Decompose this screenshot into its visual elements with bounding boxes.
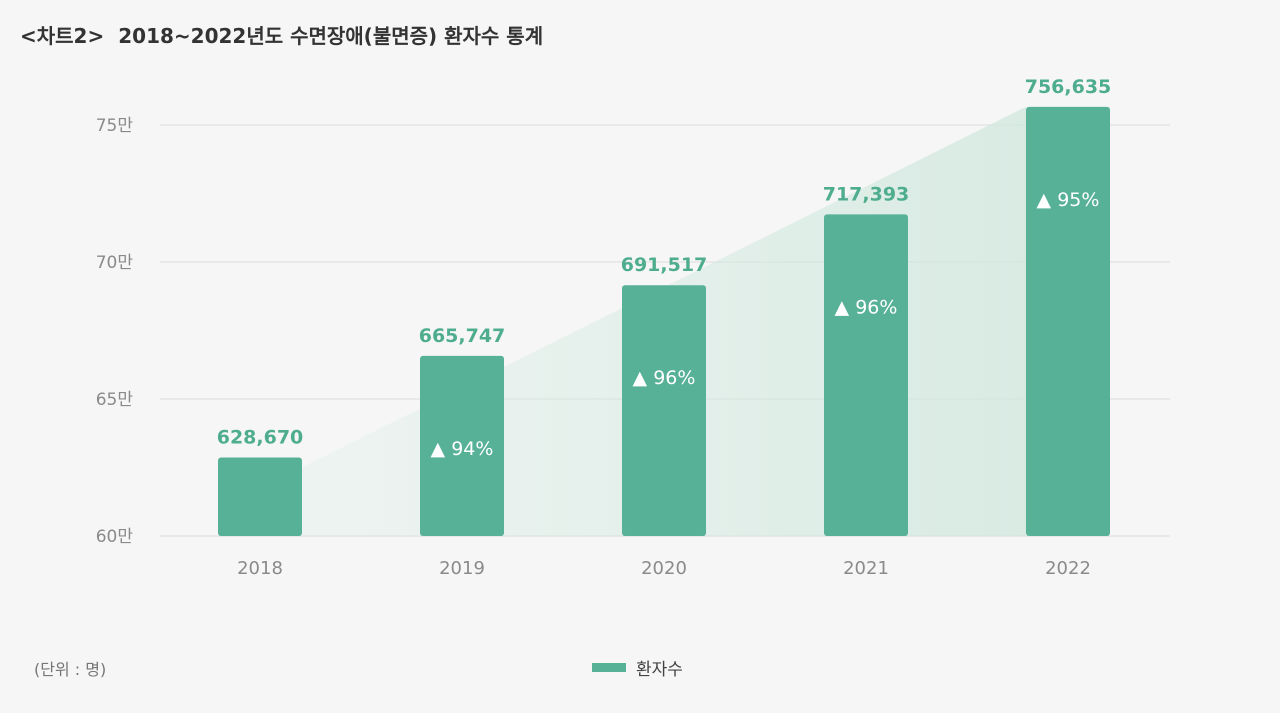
value-label: 717,393 [823, 183, 910, 205]
growth-label: ▲ 96% [835, 296, 898, 318]
value-label: 691,517 [621, 254, 708, 276]
legend-label: 환자수 [636, 660, 683, 680]
growth-label: ▲ 94% [431, 438, 494, 460]
bar-2018 [218, 457, 302, 536]
labels: 60만 65만 70만 75만 628,670 2018 665,747 ▲ 94% 2019 6… [96, 76, 1112, 579]
y-tick-label: 60만 [96, 527, 134, 547]
y-tick-label: 65만 [96, 390, 134, 410]
x-tick-label: 2022 [1045, 558, 1091, 579]
x-tick-label: 2020 [641, 558, 687, 579]
chart-number: <차트2> [20, 24, 105, 48]
legend-swatch [592, 663, 626, 672]
bars [218, 106, 1110, 536]
chart-title: <차트2> 2018~2022년도 수면장애(불면증) 환자수 통계 [20, 20, 543, 49]
value-label: 628,670 [217, 426, 304, 448]
x-tick-label: 2021 [843, 558, 889, 579]
x-tick-label: 2018 [237, 558, 283, 579]
bar-2021 [824, 214, 908, 536]
legend: 환자수 [592, 655, 683, 680]
growth-label: ▲ 95% [1037, 189, 1100, 211]
bar-2019 [420, 355, 504, 536]
chart-title-text: 2018~2022년도 수면장애(불면증) 환자수 통계 [118, 24, 544, 48]
value-label: 756,635 [1025, 76, 1112, 98]
bar-2020 [622, 285, 706, 536]
unit-note: (단위 : 명) [34, 660, 107, 679]
growth-label: ▲ 96% [633, 367, 696, 389]
y-tick-label: 75만 [96, 116, 134, 136]
bar-2022 [1026, 106, 1110, 536]
x-tick-label: 2019 [439, 558, 485, 579]
y-tick-label: 70만 [96, 253, 134, 273]
value-label: 665,747 [419, 325, 506, 347]
